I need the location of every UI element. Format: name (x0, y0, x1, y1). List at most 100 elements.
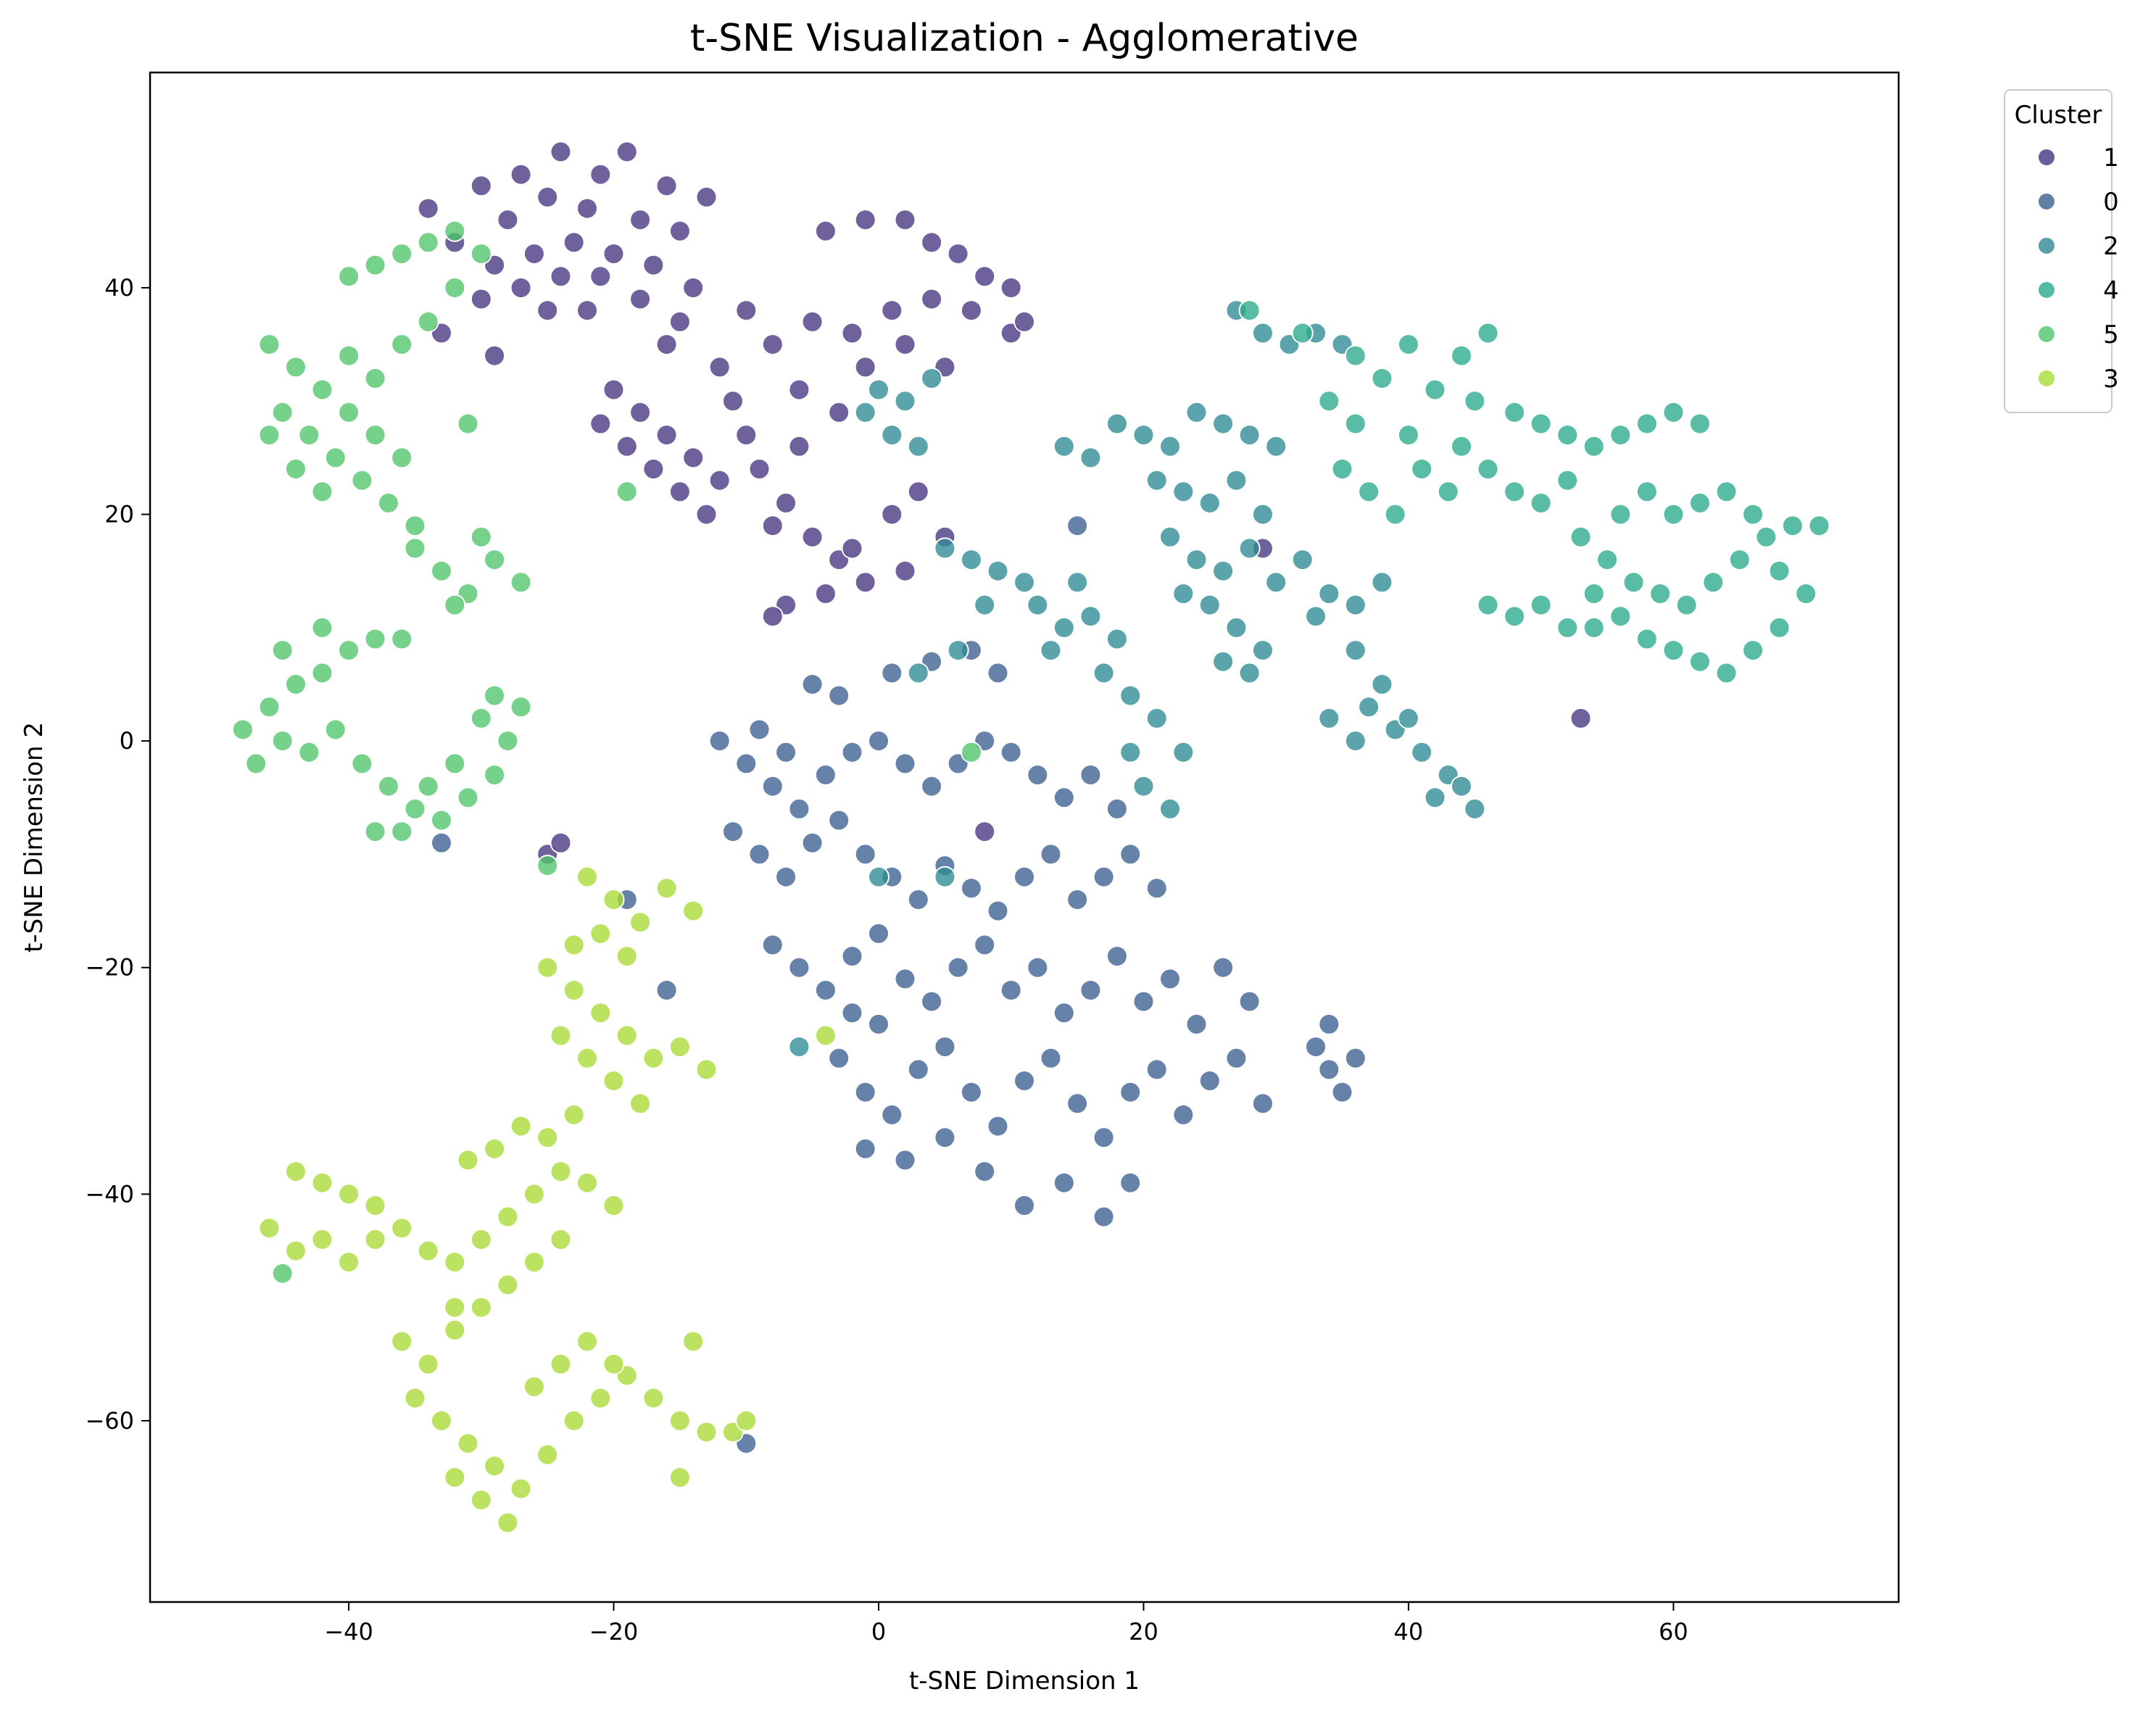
cluster-1-point (682, 277, 705, 299)
cluster-5-point (536, 855, 559, 877)
cluster-4-point (1451, 435, 1472, 457)
cluster-1-point (668, 310, 691, 333)
cluster-1-point (708, 356, 731, 378)
cluster-0-point (655, 979, 678, 1001)
cluster-2-point (1119, 684, 1142, 707)
cluster-2-point (1145, 707, 1168, 729)
cluster-1-point (655, 175, 678, 197)
cluster-2-point (788, 1036, 810, 1058)
cluster-0-point (1066, 515, 1089, 537)
cluster-4-point (1556, 469, 1579, 491)
cluster-4-point (1358, 481, 1380, 503)
cluster-3-point (589, 1387, 612, 1409)
cluster-1-point (921, 231, 943, 254)
cluster-5-point (285, 356, 307, 378)
cluster-3-point (470, 1228, 492, 1250)
cluster-4-point (1808, 515, 1830, 537)
cluster-3-point (536, 1443, 559, 1466)
cluster-0-point (881, 1103, 903, 1126)
cluster-2-point (1212, 560, 1235, 582)
cluster-2-point (1344, 594, 1367, 616)
cluster-3-point (589, 1002, 612, 1024)
cluster-2-point (1119, 741, 1142, 763)
cluster-0-point (947, 956, 969, 979)
legend-marker-5 (2037, 325, 2056, 344)
cluster-4-point (1477, 594, 1499, 616)
cluster-0-point (841, 945, 863, 968)
legend-label-0: 0 (2103, 188, 2119, 217)
legend-label-2: 2 (2103, 232, 2119, 261)
cluster-1-point (536, 299, 559, 322)
x-tick-label: 20 (1129, 1618, 1158, 1646)
y-tick-label: −20 (85, 954, 134, 982)
cluster-3-point (484, 1455, 506, 1477)
cluster-4-point (1635, 628, 1658, 650)
cluster-4-point (1675, 594, 1698, 616)
cluster-5-point (351, 752, 373, 775)
cluster-2-point (1198, 594, 1221, 616)
cluster-5-point (444, 277, 466, 299)
cluster-0-point (1079, 764, 1102, 786)
cluster-4-point (1755, 526, 1778, 548)
cluster-1-point (735, 424, 758, 447)
cluster-0-point (735, 752, 758, 775)
cluster-0-point (748, 718, 771, 741)
cluster-0-point (1344, 1047, 1367, 1069)
cluster-0-point (1066, 889, 1089, 910)
cluster-3-point (497, 1205, 519, 1228)
legend-marker-2 (2037, 236, 2056, 255)
cluster-3-point (589, 922, 612, 945)
cluster-5-point (324, 718, 347, 741)
cluster-1-point (629, 209, 652, 231)
cluster-4-point (1411, 458, 1433, 480)
cluster-3-point (484, 1137, 506, 1160)
cluster-0-point (1145, 877, 1168, 900)
legend-label-4: 4 (2103, 276, 2119, 305)
cluster-0-point (1079, 979, 1102, 1001)
cluster-2-point (987, 560, 1009, 582)
cluster-0-point (1092, 866, 1115, 888)
cluster-0-point (854, 1081, 876, 1103)
cluster-5-point (364, 368, 386, 389)
y-tick-label: 0 (120, 727, 134, 755)
cluster-1-point (629, 401, 652, 423)
cluster-4-point (1622, 571, 1645, 594)
cluster-5-point (285, 458, 307, 480)
cluster-2-point (1013, 571, 1035, 594)
cluster-2-point (1318, 583, 1340, 605)
cluster-5-point (377, 491, 399, 514)
x-axis-ticks: −40 −20 0 20 40 60 (324, 1602, 1688, 1646)
cluster-2-point (1040, 639, 1062, 662)
cluster-3-point (550, 1161, 572, 1183)
cluster-1-point (828, 401, 850, 423)
cluster-5-point (338, 639, 360, 662)
cluster-3-point (642, 1387, 665, 1409)
cluster-0-point (1106, 797, 1128, 820)
cluster-0-point (1106, 945, 1128, 968)
cluster-5-point (391, 628, 413, 650)
cluster-4-point (1742, 503, 1764, 526)
cluster-1-point (668, 481, 691, 503)
cluster-1-point (841, 537, 863, 560)
legend-label-5: 5 (2103, 320, 2119, 349)
cluster-5-point (484, 549, 506, 571)
cluster-2-point (934, 866, 956, 888)
cluster-3-point (682, 900, 705, 922)
cluster-5-point (351, 469, 373, 491)
cluster-1-point (907, 481, 929, 503)
cluster-0-point (921, 775, 943, 797)
cluster-2-point (974, 594, 996, 616)
cluster-3-point (444, 1466, 466, 1489)
cluster-0-point (1198, 1070, 1221, 1092)
cluster-2-point (854, 401, 876, 423)
cluster-3-point (431, 1409, 452, 1432)
cluster-1-point (788, 435, 810, 457)
cluster-3-point (682, 1330, 705, 1353)
cluster-1-point (470, 288, 492, 310)
cluster-3-point (695, 1421, 718, 1443)
cluster-3-point (510, 1477, 532, 1500)
cluster-4-point (1504, 481, 1526, 503)
cluster-5-point (258, 424, 281, 447)
cluster-3-point (285, 1161, 307, 1183)
